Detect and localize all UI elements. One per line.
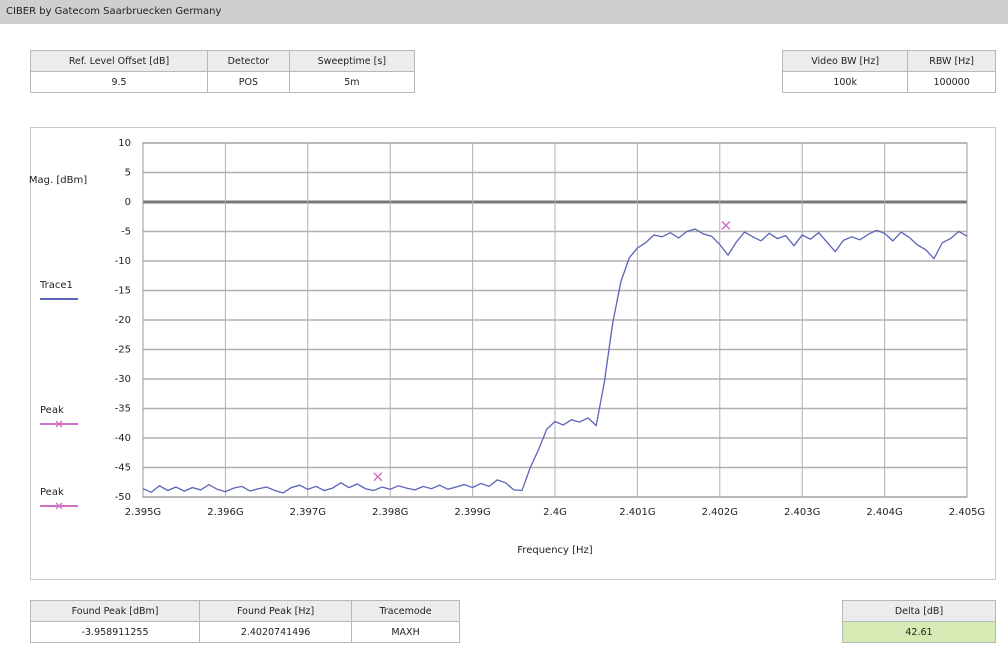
x-tick-label: 2.4G	[543, 507, 567, 518]
x-tick-label: 2.405G	[949, 507, 985, 518]
results-left-table: Found Peak [dBm] Found Peak [Hz] Tracemode…	[29, 600, 460, 643]
legend-label: Trace1	[39, 280, 73, 291]
table-header: Detector	[207, 50, 290, 72]
table-header: Found Peak [Hz]	[199, 600, 353, 622]
table-cell: 5m	[288, 71, 416, 93]
y-tick-label: -10	[115, 256, 131, 267]
x-tick-label: 2.404G	[866, 507, 902, 518]
x-tick-label: 2.403G	[784, 507, 820, 518]
y-tick-label: -40	[115, 433, 131, 444]
table-cell: -3.958911255	[29, 621, 201, 643]
table-cell: 100k	[781, 71, 909, 93]
y-axis-label: Mag. [dBm]	[29, 175, 87, 186]
table-header: Ref. Level Offset [dB]	[29, 50, 209, 72]
y-tick-label: -50	[115, 492, 131, 503]
x-tick-label: 2.395G	[125, 507, 161, 518]
x-tick-label: 2.398G	[372, 507, 408, 518]
table-header: Tracemode	[351, 600, 460, 622]
legend-label: Peak	[40, 487, 64, 498]
y-tick-label: -20	[115, 315, 131, 326]
table-header: Delta [dB]	[842, 600, 996, 622]
y-tick-label: 0	[125, 197, 131, 208]
title-bar: CIBER by Gatecom Saarbruecken Germany	[0, 0, 1008, 24]
y-tick-label: -35	[115, 404, 131, 415]
table-cell: 2.4020741496	[199, 621, 353, 643]
y-tick-label: 10	[118, 138, 131, 149]
x-axis-label: Frequency [Hz]	[517, 545, 593, 556]
y-tick-label: -15	[115, 286, 131, 297]
table-header: Found Peak [dBm]	[29, 600, 201, 622]
x-tick-label: 2.401G	[619, 507, 655, 518]
table-cell: POS	[207, 71, 290, 93]
x-tick-label: 2.402G	[702, 507, 738, 518]
app-title: CIBER by Gatecom Saarbruecken Germany	[6, 6, 222, 17]
table-cell: MAXH	[351, 621, 460, 643]
y-tick-label: -25	[115, 345, 131, 356]
chart-panel	[30, 127, 996, 580]
settings-right-table: Video BW [Hz] RBW [Hz] 100k 100000	[781, 50, 996, 93]
y-tick-label: -5	[121, 227, 131, 238]
y-tick-label: 5	[125, 168, 131, 179]
legend-marker	[55, 502, 63, 510]
results-right-table: Delta [dB] 42.61	[842, 600, 996, 643]
y-tick-label: -45	[115, 463, 131, 474]
x-tick-label: 2.397G	[290, 507, 326, 518]
legend-label: Peak	[40, 405, 64, 416]
table-cell: 9.5	[29, 71, 209, 93]
table-header: Sweeptime [s]	[288, 50, 416, 72]
plot-border	[142, 142, 968, 498]
x-tick-label: 2.396G	[207, 507, 243, 518]
trace-line	[142, 228, 968, 494]
peak-marker	[721, 220, 731, 230]
x-tick-label: 2.399G	[454, 507, 490, 518]
table-cell: 42.61	[842, 621, 996, 643]
table-header: Video BW [Hz]	[781, 50, 909, 72]
peak-marker	[373, 472, 383, 482]
table-header: RBW [Hz]	[907, 50, 996, 72]
settings-left-table: Ref. Level Offset [dB] Detector Sweeptime …	[29, 50, 416, 93]
legend-marker	[55, 420, 63, 428]
y-tick-label: -30	[115, 374, 131, 385]
table-cell: 100000	[907, 71, 996, 93]
